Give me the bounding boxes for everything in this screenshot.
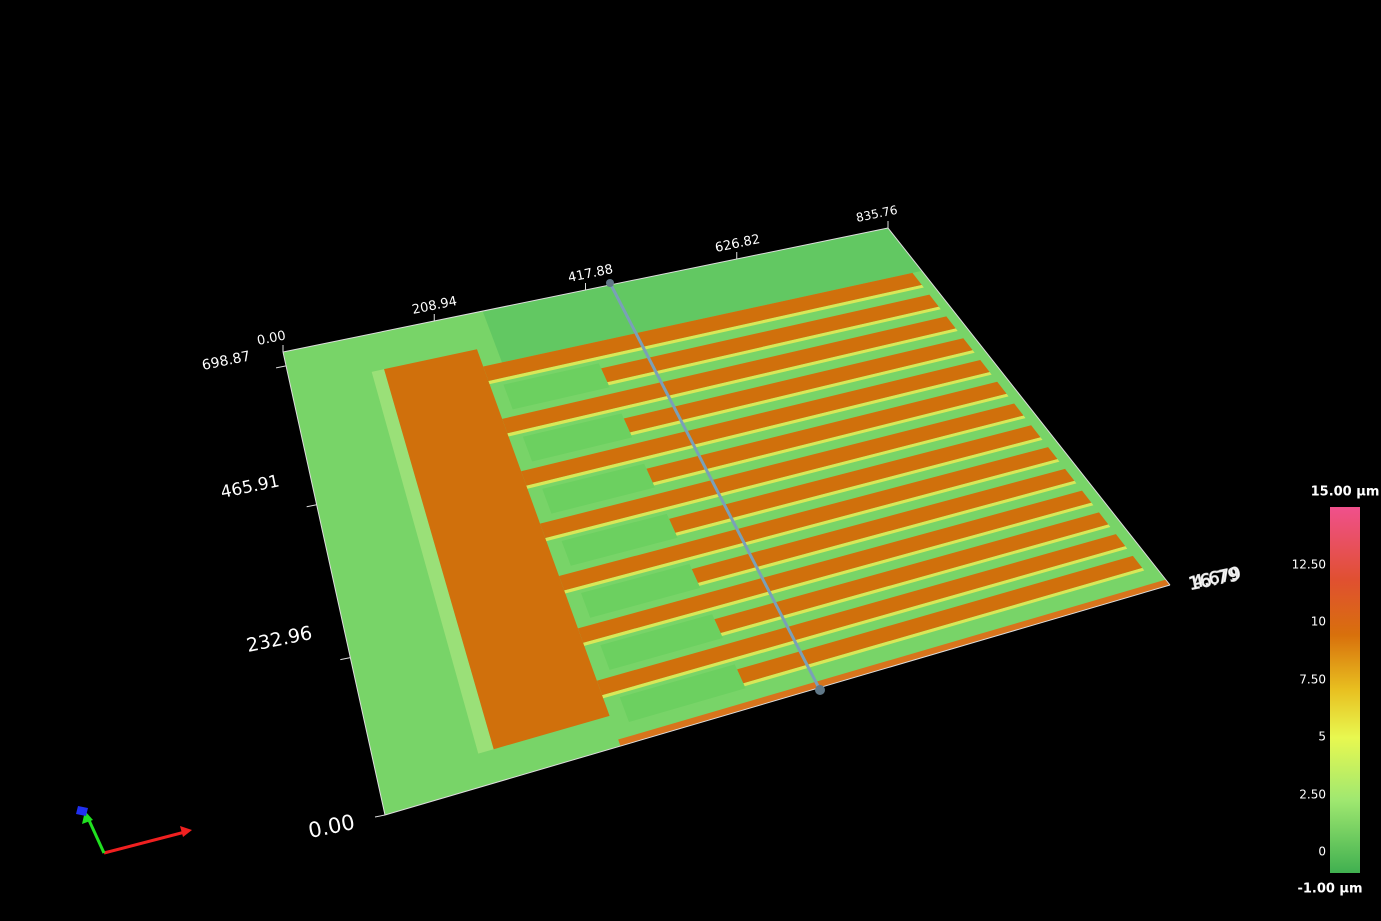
finger-edge (720, 524, 1111, 637)
finger-edge (743, 567, 1145, 687)
finger-edge (545, 415, 1026, 542)
gap (503, 363, 610, 410)
finger-edge (607, 306, 941, 386)
colorbar-gradient (1330, 507, 1360, 873)
pad (384, 349, 610, 750)
colorbar-min: -1.00 µm (1297, 882, 1362, 897)
gap (542, 463, 655, 514)
colorbar-tick: 10 (1311, 615, 1326, 629)
finger (601, 294, 939, 383)
finger (714, 512, 1109, 634)
finger (577, 490, 1092, 643)
plate-region (482, 228, 922, 363)
x-tick-label: 626.82 (714, 232, 762, 256)
finger-edge (583, 502, 1094, 646)
tick (374, 814, 386, 818)
arrow-head (180, 826, 192, 837)
pad-edge (371, 369, 494, 754)
y-tick-label: 465.91 (219, 471, 281, 503)
surface (275, 221, 1171, 818)
tick (340, 657, 351, 661)
finger-edge (629, 350, 975, 436)
finger-edge (526, 371, 992, 489)
finger (623, 338, 973, 433)
profile-line (608, 282, 822, 691)
colorbar-tick: 2.50 (1299, 788, 1326, 802)
z-axis-arrow (76, 806, 88, 816)
orientation-triad (76, 806, 192, 855)
profile-end (815, 685, 825, 695)
y-tick-label: 232.96 (245, 622, 315, 657)
colorbar-max: 15.00 µm (1311, 485, 1380, 500)
finger (691, 468, 1075, 583)
finger-edge (652, 393, 1009, 486)
gap (522, 413, 633, 462)
colorbar-tick: 0 (1318, 845, 1326, 859)
y-axis-arrow (86, 817, 106, 854)
y-tick-label: 698.87 (201, 348, 252, 374)
finger (502, 316, 956, 434)
gap (600, 614, 723, 670)
finger (669, 425, 1041, 533)
gap (581, 564, 701, 618)
gap (561, 513, 678, 566)
finger-edge (488, 284, 924, 385)
finger-edge (697, 480, 1077, 586)
finger (646, 381, 1007, 483)
finger-edge (507, 328, 958, 437)
y-tick-label: 0.00 (306, 810, 357, 843)
finger (596, 534, 1126, 696)
colorbar-tick: 12.50 (1292, 558, 1326, 572)
gap (619, 664, 746, 723)
x-axis-arrow (103, 830, 186, 855)
colorbar: 15.00 µm 12.50 10 7.50 5 2.50 0 -1.00 µm (1292, 485, 1380, 897)
finger (737, 555, 1143, 684)
bottom-strip (618, 579, 1170, 746)
finger (558, 447, 1058, 591)
tick (275, 365, 287, 369)
finger-edge (675, 437, 1043, 536)
colorbar-tick: 5 (1318, 730, 1326, 744)
finger (483, 272, 922, 381)
finger (540, 403, 1024, 539)
plate-edge (384, 584, 1171, 816)
colorbar-tick: 7.50 (1299, 673, 1326, 687)
plate-edge (282, 351, 386, 816)
tick (306, 504, 317, 508)
profile-end (606, 279, 614, 287)
x-tick-label: 835.76 (855, 203, 899, 225)
finger-edge (564, 459, 1060, 594)
plate-edge (887, 227, 1171, 586)
finger-edge (602, 546, 1128, 699)
finger (521, 359, 990, 486)
x-tick-label: 0.00 (256, 328, 287, 349)
